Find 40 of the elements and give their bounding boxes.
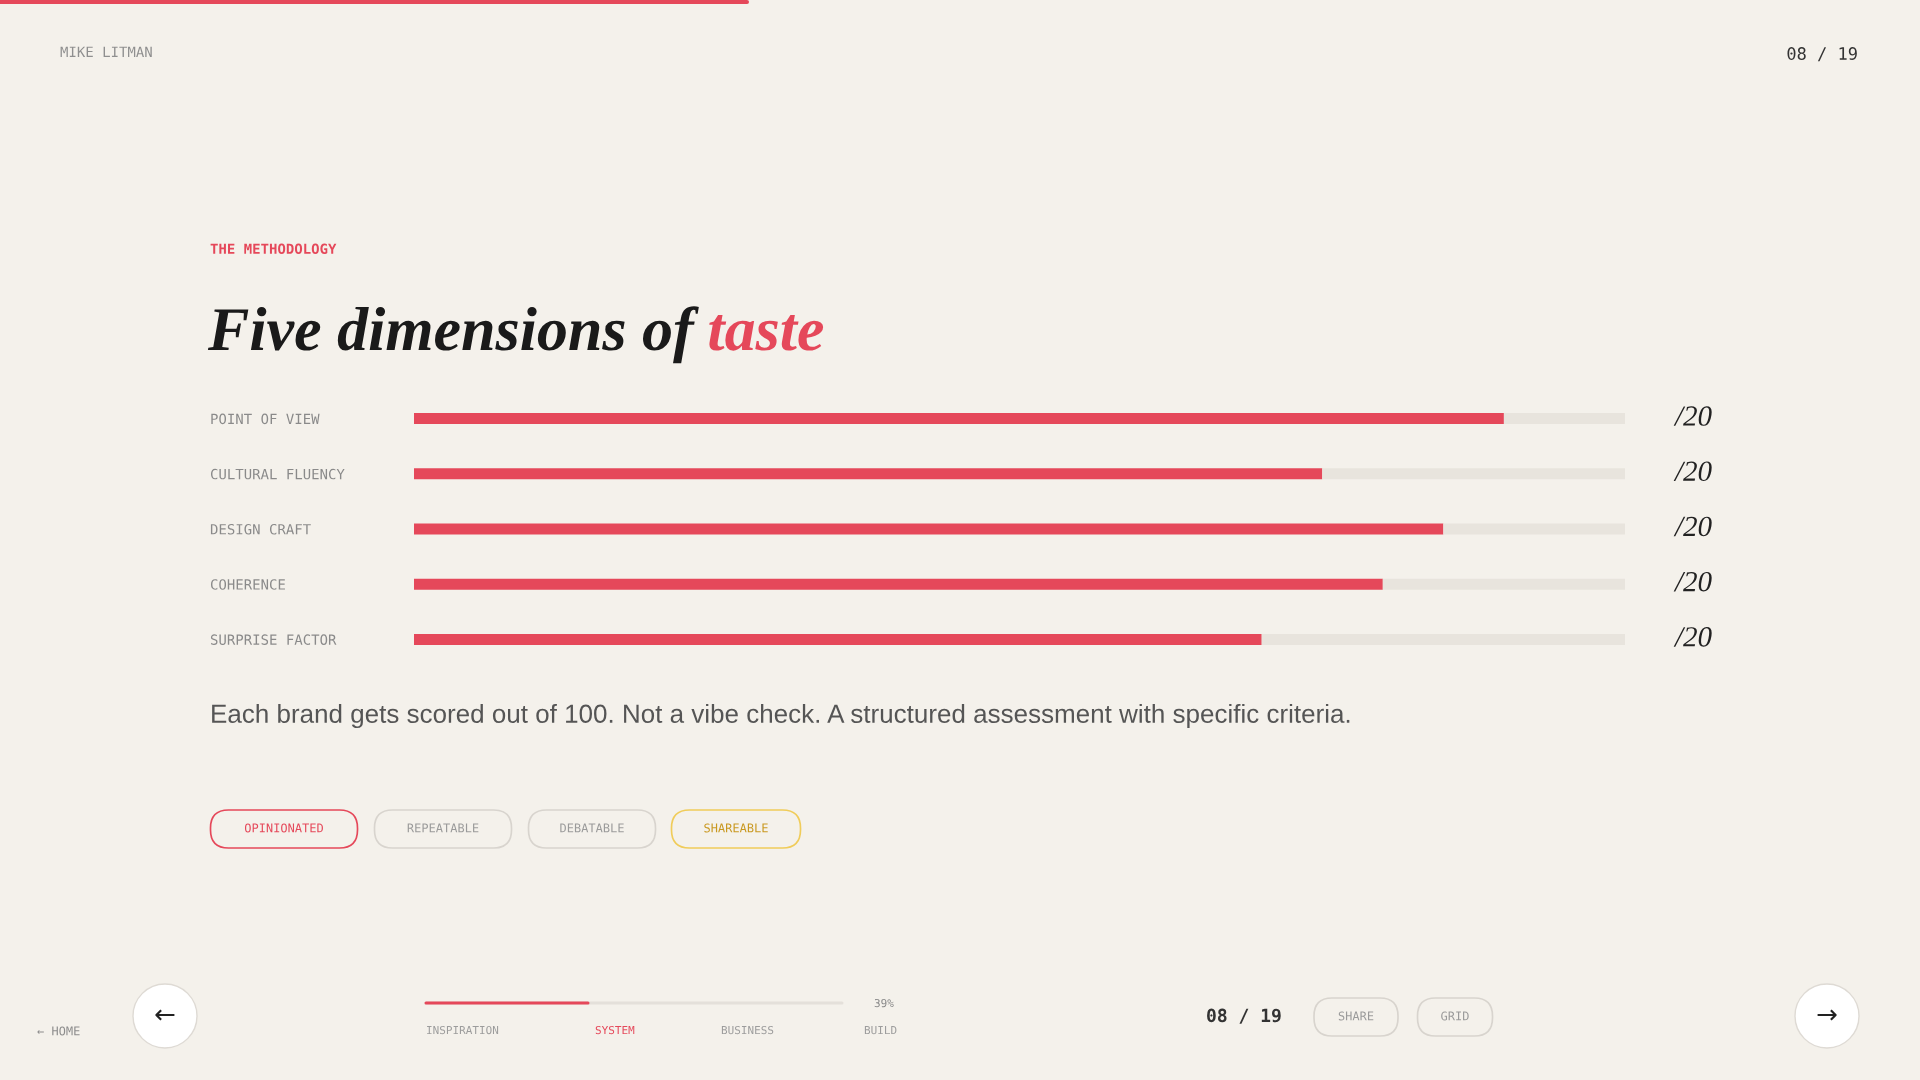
bar bbox=[1261, 633, 1625, 645]
bar bbox=[414, 578, 1383, 590]
text: BUILD bbox=[864, 1026, 897, 1035]
chart-title: Five dimensions of taste bbox=[207, 306, 824, 364]
text: /20 bbox=[1673, 516, 1712, 537]
y-tick-label: CULTURAL FLUENCY bbox=[210, 468, 345, 480]
bar bbox=[414, 468, 1323, 480]
bar bbox=[414, 633, 1262, 645]
text: 08 / 19 bbox=[1787, 47, 1857, 62]
text: GRID bbox=[1441, 1011, 1469, 1021]
text: ← bbox=[155, 1009, 175, 1021]
y-tick-label: SURPRISE FACTOR bbox=[210, 634, 337, 645]
bar bbox=[1322, 468, 1625, 480]
bar bbox=[1382, 578, 1625, 590]
text: 39% bbox=[874, 998, 894, 1008]
text: /20 bbox=[1673, 627, 1712, 647]
y-tick-label: DESIGN CRAFT bbox=[210, 523, 311, 535]
text: OPINIONATED bbox=[244, 823, 323, 833]
bar bbox=[414, 413, 1504, 425]
bar bbox=[1443, 523, 1625, 535]
text: THE METHODOLOGY bbox=[210, 243, 337, 255]
text: SHARE bbox=[1338, 1011, 1374, 1021]
text: Each brand gets scored out of 100. Not a vibe check. A structured assessment with specific criteria. bbox=[212, 703, 1350, 729]
text: INSPIRATION bbox=[427, 1025, 499, 1035]
text: BUSINESS bbox=[721, 1025, 774, 1035]
y-tick-label: COHERENCE bbox=[210, 579, 285, 590]
text: REPEATABLE bbox=[407, 823, 479, 833]
text: /20 bbox=[1673, 571, 1712, 592]
text: /20 bbox=[1673, 406, 1712, 426]
text: 08 / 19 bbox=[1207, 1008, 1281, 1024]
text: DEBATABLE bbox=[560, 823, 624, 833]
text: ← HOME bbox=[37, 1026, 80, 1036]
bar bbox=[414, 523, 1444, 535]
text: SYSTEM bbox=[595, 1025, 635, 1035]
y-tick-label: POINT OF VIEW bbox=[211, 413, 320, 425]
bar bbox=[1503, 413, 1625, 425]
text: /20 bbox=[1673, 461, 1712, 482]
text: → bbox=[1817, 1009, 1837, 1021]
text: MIKE LITMAN bbox=[60, 46, 152, 57]
text: SHAREABLE bbox=[704, 823, 768, 833]
